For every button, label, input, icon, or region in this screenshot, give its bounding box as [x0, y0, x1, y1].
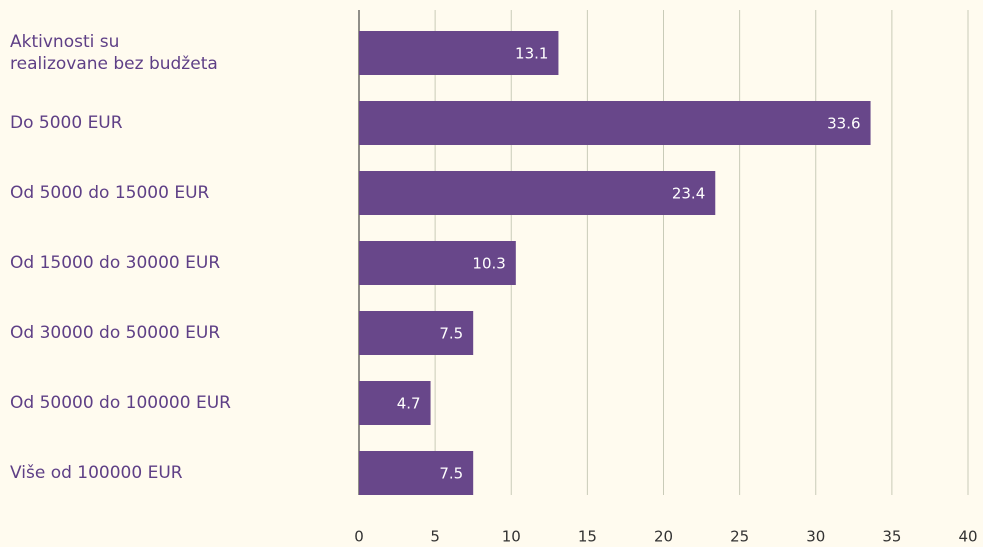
x-tick-label: 0: [354, 528, 364, 546]
x-tick-label: 15: [578, 528, 597, 546]
x-tick-label: 30: [806, 528, 825, 546]
category-label: Od 15000 do 30000 EUR: [10, 253, 221, 273]
category-label: Više od 100000 EUR: [10, 463, 183, 483]
category-label: Od 30000 do 50000 EUR: [10, 323, 221, 343]
x-tick-label: 5: [430, 528, 440, 546]
bar: [359, 31, 559, 75]
x-tick-label: 20: [654, 528, 673, 546]
value-label: 7.5: [439, 325, 463, 343]
value-label: 7.5: [439, 465, 463, 483]
value-label: 13.1: [515, 45, 548, 63]
value-label: 23.4: [672, 185, 705, 203]
bar: [359, 381, 431, 425]
value-label: 10.3: [472, 255, 505, 273]
x-tick-label: 40: [958, 528, 977, 546]
x-tick-label: 10: [502, 528, 521, 546]
category-label: Od 5000 do 15000 EUR: [10, 183, 210, 203]
category-label: Aktivnosti su realizovane bez budžeta: [10, 32, 218, 74]
bar: [359, 311, 474, 355]
bar: [359, 241, 516, 285]
x-tick-label: 35: [882, 528, 901, 546]
bar: [359, 451, 474, 495]
bar: [359, 171, 716, 215]
category-label: Do 5000 EUR: [10, 113, 123, 133]
value-label: 33.6: [827, 115, 860, 133]
bar: [359, 101, 871, 145]
value-label: 4.7: [397, 395, 421, 413]
category-label: Od 50000 do 100000 EUR: [10, 393, 231, 413]
x-tick-label: 25: [730, 528, 749, 546]
